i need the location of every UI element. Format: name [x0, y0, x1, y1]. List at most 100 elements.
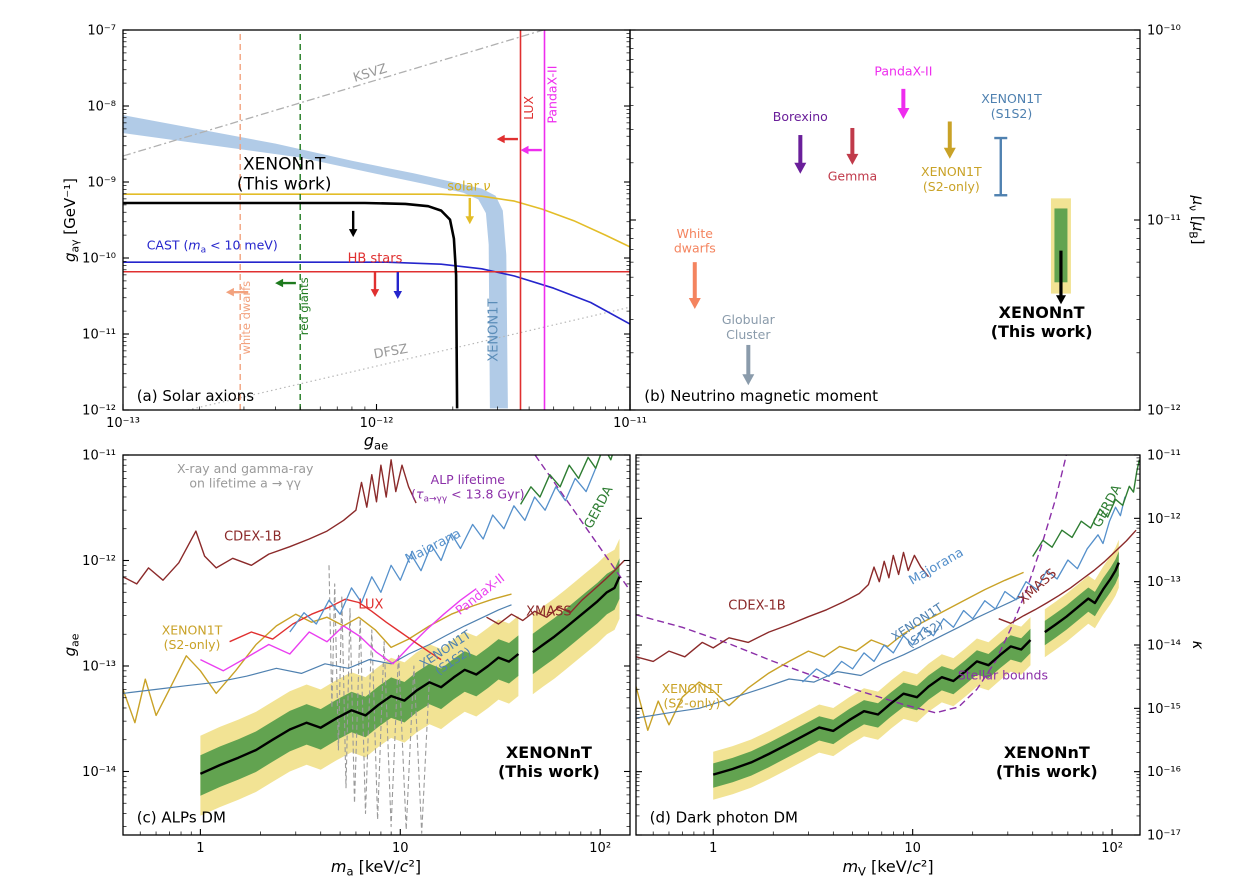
alp-lifetime-label-line: ALP lifetime — [431, 472, 506, 487]
y-tick-label: 10⁻⁷ — [87, 24, 116, 39]
white-dwarfs-label: white dwarfs — [239, 281, 253, 355]
gerda-c — [519, 455, 614, 505]
xenonnt-down-arrow-head — [348, 229, 358, 238]
xenon1t-s2-b-label: XENON1T(S2-only) — [921, 164, 982, 194]
xenonnt-a-label-line: (This work) — [237, 175, 332, 195]
cdex-d-label-line: CDEX-1B — [728, 599, 785, 614]
cdex-1b-d — [636, 551, 930, 663]
pandax-a-label-line: PandaX-II — [544, 66, 559, 124]
cdex-c-label: CDEX-1B — [224, 529, 281, 544]
panel-b-title: (b) Neutrino magnetic moment — [644, 387, 878, 405]
panel-c-axes: 1 10 10² 10⁻¹¹ 10⁻¹² 10⁻¹³ 10⁻¹⁴ — [82, 449, 631, 856]
xenon1t-s2-c-label: XENON1T(S2-only) — [162, 622, 223, 652]
xenonnt-limit-line — [123, 201, 459, 409]
xray-gamma-label-line: X-ray and gamma-ray — [177, 461, 314, 476]
svg-text:gaγ [GeV⁻¹]: gaγ [GeV⁻¹] — [61, 178, 81, 262]
xenonnt-b-label-line: (This work) — [991, 322, 1093, 341]
svg-text:κ: κ — [1189, 641, 1207, 650]
globular-cluster-limit-arrow-head — [742, 374, 755, 386]
xenonnt-d-limit-green-band — [1044, 551, 1119, 646]
cdex-d-label: CDEX-1B — [728, 599, 785, 614]
x-tick-label: 10² — [589, 841, 611, 856]
xenon1t-s2-d-label-line: (S2-only) — [663, 696, 720, 711]
pandax-left-arrow-head — [520, 145, 529, 155]
majorana-d-label-line: Majorana — [907, 545, 967, 588]
xmass-c-label-line: XMASS — [526, 604, 572, 619]
xenon1t-s2-limit-arrow-head — [943, 147, 956, 159]
panel-b-y-axis-label: μν [μB] — [1187, 194, 1207, 244]
xenonnt-c-limit-green-band — [200, 635, 519, 796]
majorana-c-label-line: Majorana — [403, 526, 464, 567]
xenon1t-s2-b-label-line: (S2-only) — [923, 179, 980, 194]
alp-lifetime-label-line: (τa→γγ < 13.8 Gyr) — [411, 487, 524, 505]
white-dwarfs-b-label-line: dwarfs — [674, 241, 716, 256]
xenon1t-s2-c-label-line: XENON1T — [162, 622, 223, 637]
xenonnt-d-label-line: XENONnT — [1004, 743, 1090, 762]
pandax-c-label-line: PandaX-II — [452, 570, 507, 618]
cast-label: CAST (ma < 10 meV) — [147, 238, 278, 256]
white-dwarfs-label-line: white dwarfs — [239, 281, 253, 355]
xmass-c-label: XMASS — [526, 604, 572, 619]
xenon1t-s2-d-label: XENON1T(S2-only) — [662, 681, 723, 711]
dfsz-label: DFSZ — [373, 342, 410, 363]
x-tick-label: 1 — [196, 841, 204, 856]
majorana-d — [801, 496, 1126, 683]
borexino-label-line: Borexino — [773, 109, 828, 124]
xenon1t-s1s2-d — [636, 595, 1024, 719]
borexino-label: Borexino — [773, 109, 828, 124]
panel-d-title-line: (d) Dark photon DM — [650, 808, 798, 826]
xenonnt-c-label-line: XENONnT — [506, 743, 592, 762]
lux-a-label: LUX — [521, 95, 536, 119]
pandax-a-label: PandaX-II — [544, 66, 559, 124]
xmass-c — [486, 560, 625, 625]
x-tick-label: 10⁻¹² — [360, 416, 394, 431]
pandax-c-label: PandaX-II — [452, 570, 507, 618]
lux-a-label-line: LUX — [521, 95, 536, 119]
x-tick-label: 10⁻¹¹ — [613, 416, 647, 431]
majorana-c-label: Majorana — [403, 526, 464, 567]
xenon1t-a-label-line: XENON1T — [487, 299, 502, 362]
y-tick-label: 10⁻¹¹ — [1147, 449, 1181, 464]
white-dwarfs-b-label-line: White — [677, 226, 714, 241]
y-tick-label: 10⁻¹⁴ — [1147, 639, 1181, 654]
y-tick-label: 10⁻¹³ — [1147, 575, 1181, 590]
panel-a-x-axis-label: gae — [364, 431, 388, 453]
svg-text:gae: gae — [61, 633, 81, 656]
dfsz-label-line: DFSZ — [373, 342, 410, 363]
pandax-b-label: PandaX-II — [874, 63, 932, 78]
y-tick-label: 10⁻¹⁶ — [1147, 765, 1181, 780]
borexino-limit-arrow-head — [794, 162, 807, 174]
majorana-c — [289, 467, 597, 633]
pandax-ii-c — [200, 588, 477, 672]
cast-label-line: CAST (ma < 10 meV) — [147, 238, 278, 256]
panel-b-plot — [688, 88, 1071, 386]
gemma-label-line: Gemma — [828, 169, 877, 184]
red-giants-label-line: red giants — [297, 277, 311, 335]
panel-a-axes: 10⁻¹³ 10⁻¹² 10⁻¹¹10⁻⁷10⁻⁸10⁻⁹10⁻¹⁰10⁻¹¹10⁻… — [82, 24, 647, 432]
panel-a-title-line: (a) Solar axions — [137, 387, 255, 405]
lux-c-label-line: LUX — [358, 598, 383, 613]
panel-c-x-axis-label: ma [keV/c²] — [331, 857, 421, 879]
x-tick-label: 1 — [709, 841, 717, 856]
white-dwarfs-limit-arrow-head — [688, 298, 701, 309]
xenonnt-c-limit — [199, 653, 520, 775]
y-tick-label: 10⁻¹² — [1147, 512, 1181, 527]
globular-cluster-label-line: Globular — [722, 312, 776, 327]
panel-d-y-axis-label: κ — [1189, 641, 1207, 650]
panel-c-title: (c) ALPs DM — [137, 808, 226, 826]
xenonnt-b-label-line: XENONnT — [999, 303, 1085, 322]
y-tick-label: 10⁻¹⁰ — [82, 252, 116, 267]
dfsz-line — [187, 306, 630, 410]
panel-b-title-line: (b) Neutrino magnetic moment — [644, 387, 878, 405]
xenon1t-s1s2-b-label-line: XENON1T — [981, 91, 1042, 106]
y-tick-label: 10⁻¹³ — [82, 659, 116, 674]
panel-a-y-axis-label: gaγ [GeV⁻¹] — [61, 178, 81, 262]
xenonnt-b-label: XENONnT(This work) — [991, 303, 1093, 341]
y-tick-label: 10⁻¹² — [82, 404, 116, 419]
alp-lifetime-label: ALP lifetime(τa→γγ < 13.8 Gyr) — [411, 472, 524, 505]
globular-cluster-label-line: Cluster — [726, 327, 771, 342]
cast-down-arrow-head — [393, 291, 402, 299]
